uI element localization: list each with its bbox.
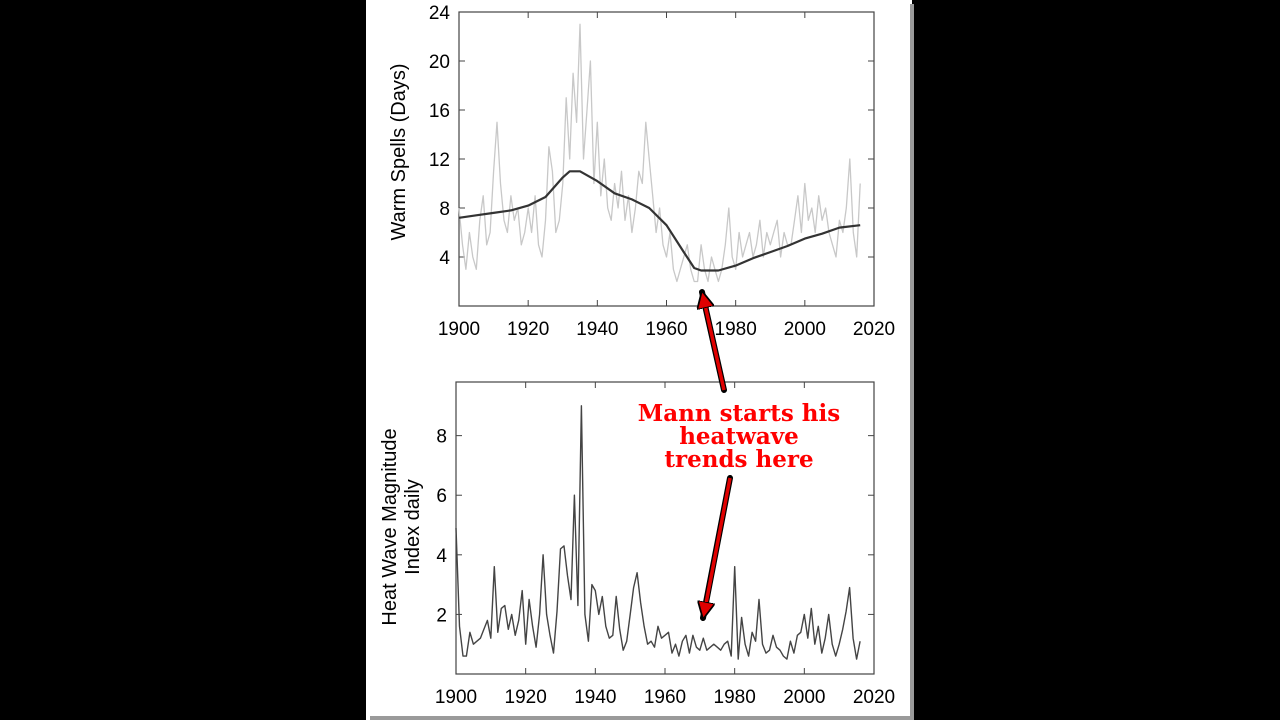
x-tick-label: 1900 — [438, 319, 480, 340]
warm-spells-plot-frame — [458, 11, 875, 307]
y-tick-label: 12 — [429, 150, 450, 171]
raw-series-line — [458, 23, 861, 283]
x-tick-label: 2020 — [853, 319, 895, 340]
panel-shadow-bottom — [370, 716, 914, 720]
y-tick-label: 16 — [429, 101, 450, 122]
x-tick-label: 1940 — [574, 687, 616, 708]
hwmi-chart: 1900 1920 1940 1960 1980 2000 2020 2 4 6 8 Heat Wa… — [379, 381, 895, 708]
chart-panel — [366, 0, 912, 720]
annotation: Mann starts his heatwave trends here — [638, 292, 840, 621]
x-tick-label: 1960 — [644, 687, 686, 708]
warm-spells-ticks: 1900 1920 1940 1960 1980 2000 2020 4 8 12 16 20 24 — [429, 3, 895, 340]
x-tick-label: 1920 — [507, 319, 549, 340]
warm-spells-y-axis-label: Warm Spells (Days) — [388, 63, 410, 240]
annotation-line-3: trends here — [664, 446, 813, 473]
hwmi-series — [455, 405, 861, 660]
x-tick-label: 1980 — [715, 319, 757, 340]
x-tick-label: 1900 — [435, 687, 477, 708]
hwmi-y-label-line-1: Heat Wave Magnitude — [379, 428, 401, 625]
hwmi-y-label-line-2: Index daily — [402, 479, 424, 575]
hwmi-ticks: 1900 1920 1940 1960 1980 2000 2020 2 4 6 8 — [435, 382, 895, 708]
warm-spells-chart: 1900 1920 1940 1960 1980 2000 2020 4 8 12 16 20 24 W… — [388, 3, 895, 340]
y-tick-label: 8 — [439, 199, 450, 220]
y-tick-label: 24 — [429, 3, 451, 24]
arrow-up — [703, 296, 726, 391]
x-tick-label: 1960 — [645, 319, 687, 340]
annotation-line-1: Mann starts his — [638, 400, 840, 427]
y-tick-label: 2 — [436, 605, 447, 626]
x-tick-label: 1940 — [576, 319, 618, 340]
x-tick-label: 1980 — [714, 687, 756, 708]
x-tick-label: 1920 — [505, 687, 547, 708]
y-tick-label: 4 — [439, 248, 450, 269]
y-tick-label: 8 — [436, 427, 447, 448]
x-tick-label: 2000 — [784, 319, 826, 340]
y-tick-label: 4 — [436, 546, 447, 567]
hwmi-series-line — [455, 405, 861, 660]
arrow-down — [704, 477, 732, 614]
y-tick-label: 6 — [436, 486, 447, 507]
smoothed-series-line — [458, 170, 861, 272]
annotation-line-2: heatwave — [679, 423, 799, 450]
panel-shadow-right — [910, 4, 914, 720]
hwmi-y-axis-label: Heat Wave MagnitudeIndex daily — [379, 428, 424, 625]
x-tick-label: 2020 — [853, 687, 895, 708]
warm-spells-series — [458, 23, 861, 283]
x-tick-label: 2000 — [783, 687, 825, 708]
y-tick-label: 20 — [429, 52, 450, 73]
